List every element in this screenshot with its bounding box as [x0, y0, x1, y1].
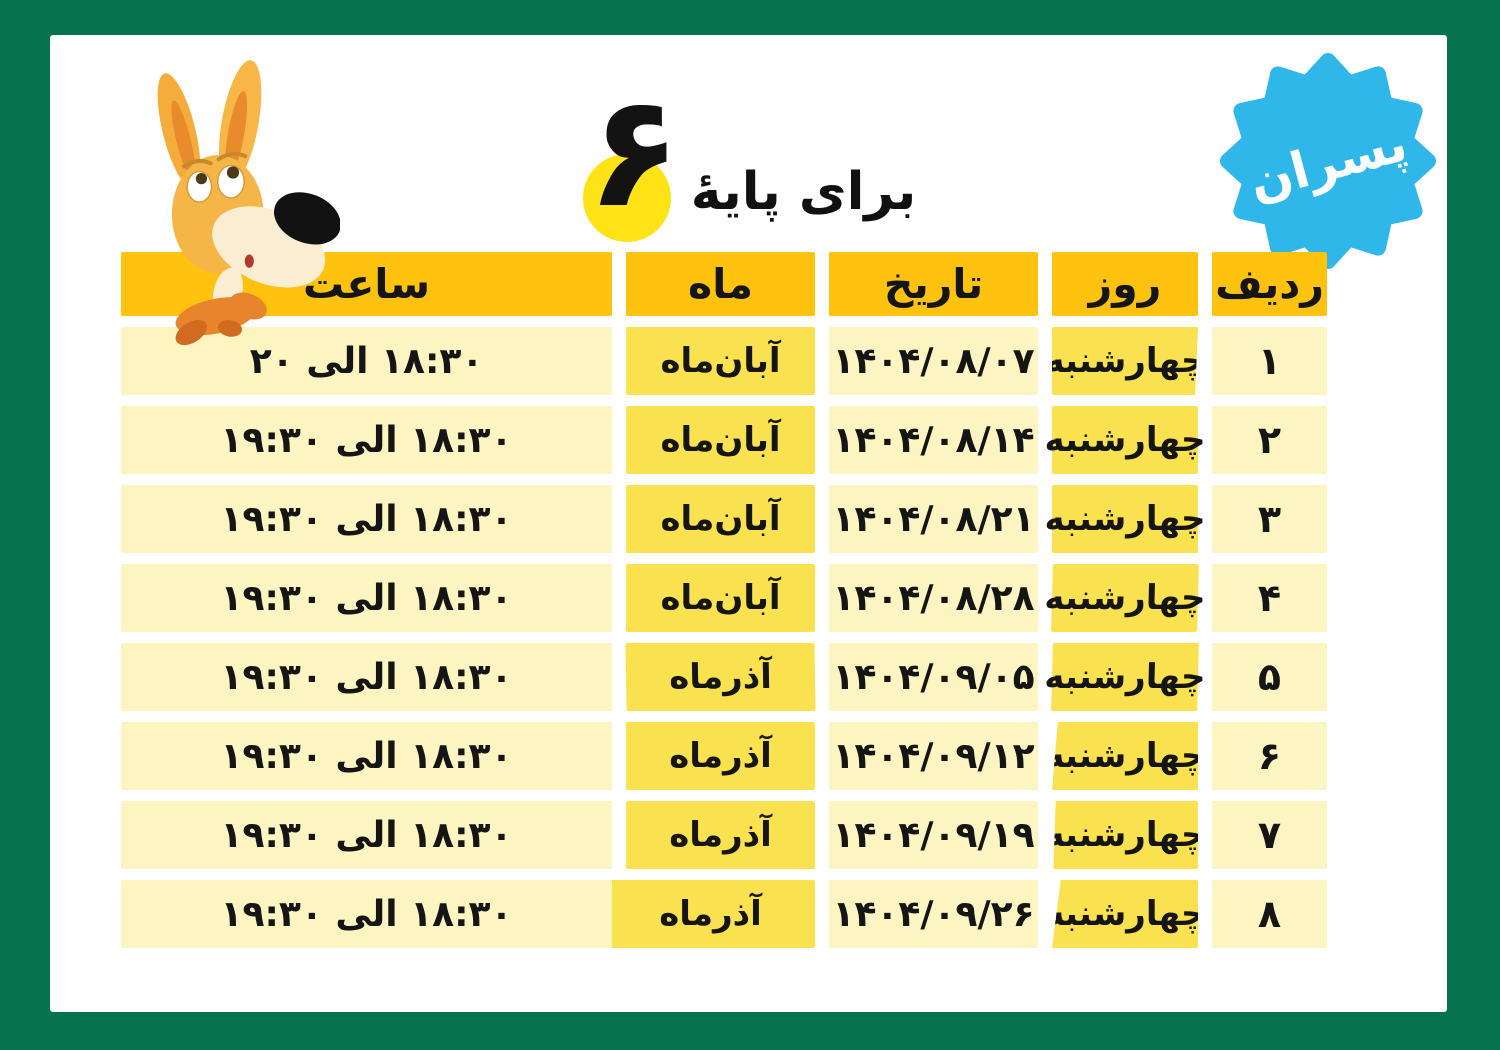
yellow-circle — [582, 154, 671, 242]
row-number-cell: ۶ — [1212, 722, 1327, 790]
kangaroo-mascot-icon — [126, 51, 341, 347]
day-cell: چهارشنبه — [1044, 643, 1206, 711]
month-value: آذرماه — [669, 736, 772, 776]
date-cell: ۱۴۰۴/۰۸/۲۱ — [829, 485, 1038, 553]
row-number: ۷ — [1257, 813, 1282, 857]
schedule-table: ردیف روز تاریخ ماه ساعت ۱ چهارشنبه ۱۴۰۴/… — [121, 252, 1327, 948]
time-value: ۱۸:۳۰ الی ۱۹:۳۰ — [220, 735, 513, 777]
day-cell: چهارشنبه — [1044, 485, 1206, 553]
day-cell: چهارشنبه — [1052, 722, 1198, 790]
row-number: ۵ — [1257, 655, 1282, 699]
day-value: چهارشنبه — [1044, 341, 1206, 381]
month-value: آبان‌ماه — [660, 578, 781, 618]
day-cell: چهارشنبه — [1044, 406, 1206, 474]
time-value: ۱۸:۳۰ الی ۱۹:۳۰ — [220, 498, 513, 540]
time-cell: ۱۸:۳۰ الی ۲۰ — [121, 327, 612, 395]
time-cell: ۱۸:۳۰ الی ۱۹:۳۰ — [121, 722, 612, 790]
boys-badge: پسران — [1210, 43, 1446, 283]
time-cell: ۱۸:۳۰ الی ۱۹:۳۰ — [121, 485, 612, 553]
grade-number-emblem: ۶ — [581, 72, 681, 260]
day-value: چهارشنبه — [1043, 657, 1207, 697]
row-number-cell: ۴ — [1212, 564, 1327, 632]
time-value: ۱۸:۳۰ الی ۱۹:۳۰ — [220, 577, 513, 619]
time-value: ۱۸:۳۰ الی ۱۹:۳۰ — [220, 893, 513, 935]
day-value: چهارشنبه — [1044, 815, 1206, 855]
date-value: ۱۴۰۴/۰۹/۱۲ — [832, 735, 1035, 777]
row-number-cell: ۲ — [1212, 406, 1327, 474]
row-number: ۲ — [1257, 418, 1282, 462]
header-row-number: ردیف — [1212, 252, 1327, 316]
row-number-cell: ۳ — [1212, 485, 1327, 553]
time-cell: ۱۸:۳۰ الی ۱۹:۳۰ — [121, 406, 612, 474]
time-cell: ۱۸:۳۰ الی ۱۹:۳۰ — [121, 564, 612, 632]
day-value: چهارشنبه — [1044, 736, 1206, 776]
date-value: ۱۴۰۴/۰۹/۱۹ — [832, 814, 1035, 856]
day-cell: چهارشنبه — [1052, 327, 1198, 395]
day-value: چهارشنبه — [1044, 499, 1206, 539]
month-cell: آذرماه — [626, 722, 815, 790]
month-value: آذرماه — [659, 894, 762, 934]
time-value: ۱۸:۳۰ الی ۱۹:۳۰ — [220, 656, 513, 698]
row-number: ۸ — [1257, 892, 1282, 936]
date-value: ۱۴۰۴/۰۸/۱۴ — [832, 419, 1035, 461]
month-value: آذرماه — [668, 657, 773, 697]
row-number-cell: ۸ — [1212, 880, 1327, 948]
row-number: ۳ — [1257, 497, 1282, 541]
row-number: ۱ — [1257, 339, 1282, 383]
month-cell: آذرماه — [606, 880, 815, 948]
time-value: ۱۸:۳۰ الی ۲۰ — [249, 340, 484, 382]
starburst-icon — [1220, 53, 1436, 269]
row-number-cell: ۵ — [1212, 643, 1327, 711]
date-cell: ۱۴۰۴/۰۹/۱۹ — [829, 801, 1038, 869]
date-value: ۱۴۰۴/۰۸/۲۱ — [832, 498, 1035, 540]
month-cell: آذرماه — [625, 643, 816, 711]
day-cell: چهارشنبه — [1053, 801, 1198, 869]
day-cell: چهارشنبه — [1044, 564, 1206, 632]
date-value: ۱۴۰۴/۰۸/۰۷ — [832, 340, 1035, 382]
month-value: آذرماه — [669, 815, 772, 855]
date-cell: ۱۴۰۴/۰۹/۰۵ — [829, 643, 1038, 711]
month-cell: آبان‌ماه — [626, 564, 815, 632]
header-date: تاریخ — [829, 252, 1038, 316]
time-value: ۱۸:۳۰ الی ۱۹:۳۰ — [220, 419, 513, 461]
header-day: روز — [1052, 252, 1198, 316]
grade-number: ۶ — [586, 61, 682, 242]
row-number-cell: ۷ — [1212, 801, 1327, 869]
row-number-cell: ۱ — [1212, 327, 1327, 395]
date-cell: ۱۴۰۴/۰۸/۰۷ — [829, 327, 1038, 395]
time-cell: ۱۸:۳۰ الی ۱۹:۳۰ — [121, 801, 612, 869]
date-cell: ۱۴۰۴/۰۸/۲۸ — [829, 564, 1038, 632]
date-cell: ۱۴۰۴/۰۸/۱۴ — [829, 406, 1038, 474]
date-value: ۱۴۰۴/۰۹/۰۵ — [832, 656, 1035, 698]
month-value: آبان‌ماه — [660, 341, 781, 381]
date-cell: ۱۴۰۴/۰۹/۲۶ — [829, 880, 1038, 948]
time-value: ۱۸:۳۰ الی ۱۹:۳۰ — [220, 814, 513, 856]
month-cell: آبان‌ماه — [626, 485, 815, 553]
month-cell: آذرماه — [626, 801, 815, 869]
poster-card: برای پایهٔ ۶ پسران — [50, 35, 1447, 1012]
day-value: چهارشنبه — [1043, 578, 1207, 618]
day-value: چهارشنبه — [1044, 420, 1206, 460]
time-cell: ۱۸:۳۰ الی ۱۹:۳۰ — [121, 643, 612, 711]
day-cell: چهارشنبه — [1052, 880, 1198, 948]
row-number: ۶ — [1257, 734, 1282, 778]
month-cell: آبان‌ماه — [626, 327, 815, 395]
month-value: آبان‌ماه — [660, 499, 781, 539]
row-number: ۴ — [1257, 576, 1282, 620]
title-text: برای پایهٔ — [690, 162, 917, 222]
date-cell: ۱۴۰۴/۰۹/۱۲ — [829, 722, 1038, 790]
date-value: ۱۴۰۴/۰۹/۲۶ — [832, 893, 1035, 935]
date-value: ۱۴۰۴/۰۸/۲۸ — [832, 577, 1035, 619]
header-month: ماه — [626, 252, 815, 316]
time-cell: ۱۸:۳۰ الی ۱۹:۳۰ — [121, 880, 612, 948]
month-cell: آبان‌ماه — [626, 406, 815, 474]
month-value: آبان‌ماه — [660, 420, 781, 460]
day-value: چهارشنبه — [1044, 894, 1206, 934]
